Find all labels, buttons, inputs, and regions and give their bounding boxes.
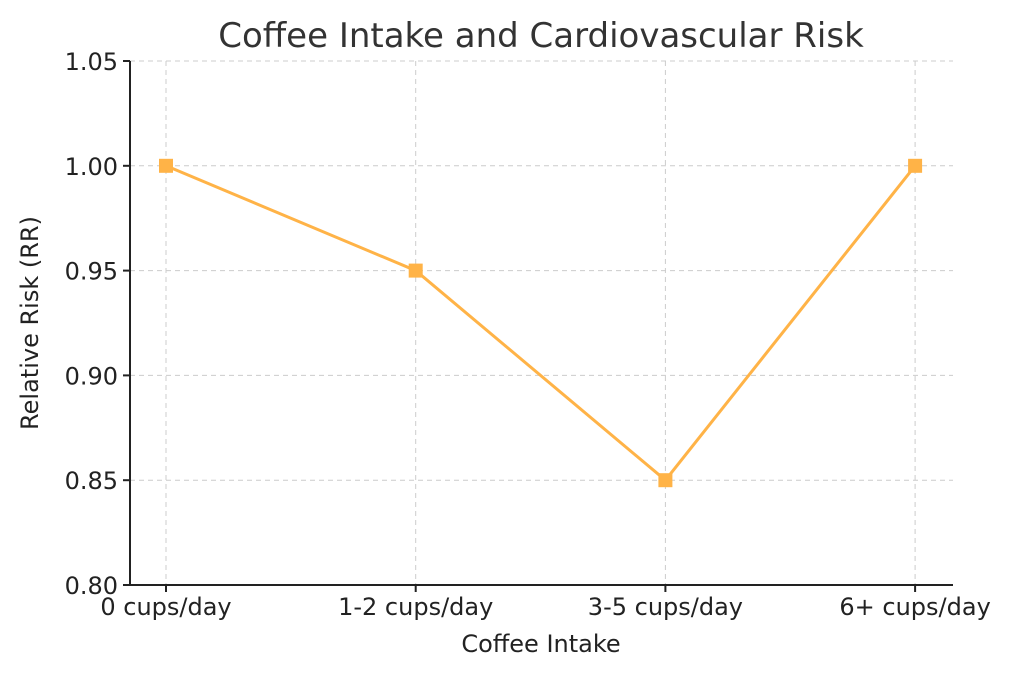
y-tick-label: 0.80 bbox=[65, 572, 118, 600]
chart-title: Coffee Intake and Cardiovascular Risk bbox=[218, 16, 864, 56]
x-tick-label: 3-5 cups/day bbox=[588, 593, 743, 621]
series-line bbox=[165, 164, 917, 483]
data-point-marker bbox=[408, 263, 423, 278]
y-tick-label: 1.05 bbox=[65, 48, 118, 76]
x-tick-label: 1-2 cups/day bbox=[338, 593, 493, 621]
y-tick-label: 1.00 bbox=[65, 153, 118, 181]
y-tick-label: 0.95 bbox=[65, 258, 118, 286]
x-axis-label: Coffee Intake bbox=[461, 630, 620, 658]
data-point-marker bbox=[658, 473, 673, 488]
data-point-marker bbox=[908, 158, 923, 173]
data-point-marker bbox=[159, 158, 173, 173]
y-tick-label: 0.85 bbox=[65, 467, 118, 495]
y-tick-label: 0.90 bbox=[65, 362, 118, 390]
x-tick-label: 6+ cups/day bbox=[839, 593, 990, 621]
y-axis-label: Relative Risk (RR) bbox=[16, 216, 44, 430]
x-tick-label: 0 cups/day bbox=[100, 593, 231, 621]
